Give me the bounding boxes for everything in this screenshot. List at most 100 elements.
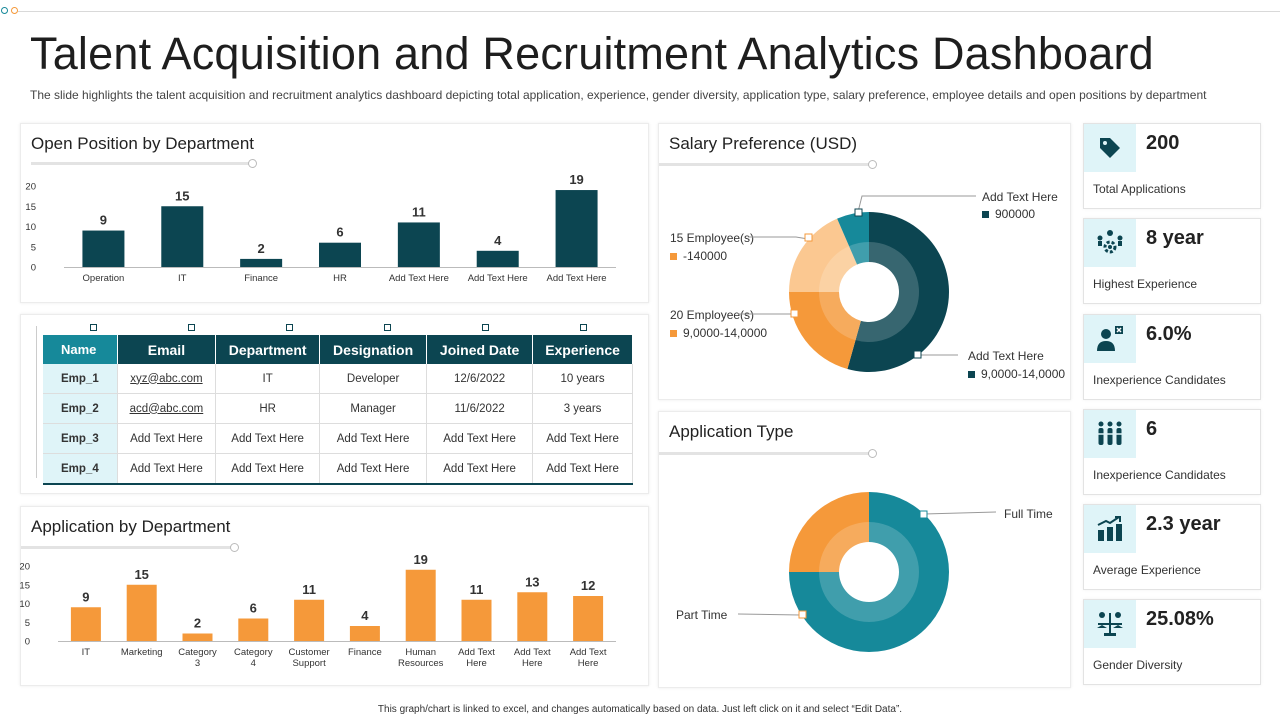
y-tick-label: 5 (25, 618, 30, 629)
kpi-label: Inexperience Candidates (1093, 373, 1226, 387)
salary-preference-chart[interactable] (658, 123, 1071, 400)
type-hole (839, 542, 899, 602)
cell-department: IT (215, 364, 321, 394)
page-title: Talent Acquisition and Recruitment Analy… (30, 28, 1154, 79)
salary-label-1-title: Add Text Here (982, 190, 1058, 204)
kpi-value: 200 (1146, 132, 1180, 154)
open-position-panel: Open Position by Department (20, 123, 649, 303)
table-row: Emp_1 xyz@abc.com IT Developer 12/6/2022… (43, 364, 633, 394)
salary-label-4: 9,0000-14,0000 (968, 367, 1065, 381)
kpi-label: Inexperience Candidates (1093, 468, 1226, 482)
header-experience: Experience (532, 335, 633, 364)
y-tick-label: 10 (20, 599, 30, 610)
header-name: Name (43, 335, 118, 364)
category-label: Category 4 (234, 647, 273, 669)
header-email: Email (117, 335, 217, 364)
category-label: Add Text Here (547, 273, 607, 284)
kpi-label: Total Applications (1093, 182, 1186, 196)
bar (405, 569, 436, 641)
header-joined-date: Joined Date (426, 335, 534, 364)
legend-swatch (968, 371, 975, 378)
category-label: IT (178, 273, 187, 284)
handle-icon (90, 324, 97, 331)
salary-inner-ring (855, 242, 919, 342)
cell-designation: Manager (319, 393, 428, 424)
email-link[interactable]: acd@abc.com (129, 402, 204, 415)
table-guide-line (36, 326, 37, 478)
cell-email-link[interactable]: acd@abc.com (117, 393, 217, 424)
data-label: 6 (250, 601, 257, 616)
category-label: Add Text Here (458, 647, 495, 669)
bar (397, 222, 440, 267)
cell-name: Emp_4 (43, 453, 118, 485)
bar (82, 230, 125, 267)
cell-department: HR (215, 393, 321, 424)
team-gear-icon (1084, 219, 1136, 267)
cell-email-link[interactable]: xyz@abc.com (117, 364, 217, 394)
legend-swatch (982, 211, 989, 218)
bar (126, 584, 157, 641)
bar (349, 626, 380, 641)
salary-inner-ring (849, 242, 869, 265)
salary-label-3: 9,0000-14,0000 (670, 326, 767, 340)
data-label: 15 (134, 567, 148, 582)
table-row: Emp_3 Add Text Here Add Text Here Add Te… (43, 423, 633, 454)
handle-icon (188, 324, 195, 331)
title-underline (31, 159, 257, 168)
table-header-row: Name Email Department Designation Joined… (43, 335, 633, 364)
y-tick-label: 0 (25, 637, 30, 648)
handle-icon (286, 324, 293, 331)
salary-inner-ring (819, 246, 858, 292)
leader-marker (790, 309, 799, 318)
leader-marker (854, 208, 863, 217)
salary-slice (789, 292, 861, 370)
open-position-chart[interactable]: 0 5 10 15 20 9 Operation 15 IT 2 Finance 6 HR 11 Add T… (20, 123, 649, 303)
leader-marker (798, 610, 807, 619)
data-label: 19 (413, 552, 427, 567)
data-label: 9 (100, 213, 107, 228)
salary-label-4-title: Add Text Here (968, 349, 1044, 363)
data-label: 12 (581, 578, 595, 593)
salary-label-3-value: 9,0000-14,0000 (683, 326, 768, 340)
kpi-value: 6.0% (1146, 323, 1192, 345)
email-link[interactable]: xyz@abc.com (130, 372, 203, 385)
y-tick-label: 15 (25, 202, 36, 213)
top-rule (18, 11, 1280, 12)
leader-line (923, 511, 997, 515)
salary-label-2: -140000 (670, 249, 727, 263)
handle-icon (482, 324, 489, 331)
bar (161, 206, 204, 267)
page-subtitle: The slide highlights the talent acquisit… (30, 88, 1207, 102)
y-tick-label: 15 (20, 580, 30, 591)
title-underline (659, 449, 877, 458)
category-label: Marketing (121, 647, 163, 658)
employee-table: Name Email Department Designation Joined… (43, 335, 633, 485)
category-label: Add Text Here (570, 647, 607, 669)
cell-designation: Add Text Here (319, 453, 428, 485)
category-label: Human Resources (398, 647, 444, 669)
leader-line (857, 195, 976, 213)
gender-balance-icon (1084, 600, 1136, 648)
user-x-icon (1084, 315, 1136, 363)
kpi-label: Average Experience (1093, 563, 1201, 577)
legend-swatch (670, 253, 677, 260)
bar (182, 633, 213, 641)
data-label: 11 (302, 582, 316, 597)
data-label: 2 (258, 241, 265, 256)
type-slice (789, 492, 949, 652)
tag-icon (1084, 124, 1136, 172)
title-underline (21, 543, 239, 552)
header-department: Department (215, 335, 321, 364)
cell-email: Add Text Here (117, 423, 217, 454)
y-tick-label: 20 (25, 182, 36, 193)
decor-dot-icon (1, 7, 8, 14)
application-type-chart[interactable] (658, 411, 1071, 688)
leader-marker (804, 233, 813, 242)
salary-label-2-value: -140000 (683, 249, 728, 263)
application-department-chart[interactable]: 0 5 10 15 20 9 IT 15 Marketing 2 Category 3 6 Categor… (20, 506, 649, 686)
category-label: Finance (244, 273, 278, 284)
cell-name: Emp_3 (43, 423, 118, 454)
part-time-label: Part Time (676, 608, 728, 622)
kpi-value: 25.08% (1146, 608, 1214, 630)
bar (319, 242, 361, 267)
